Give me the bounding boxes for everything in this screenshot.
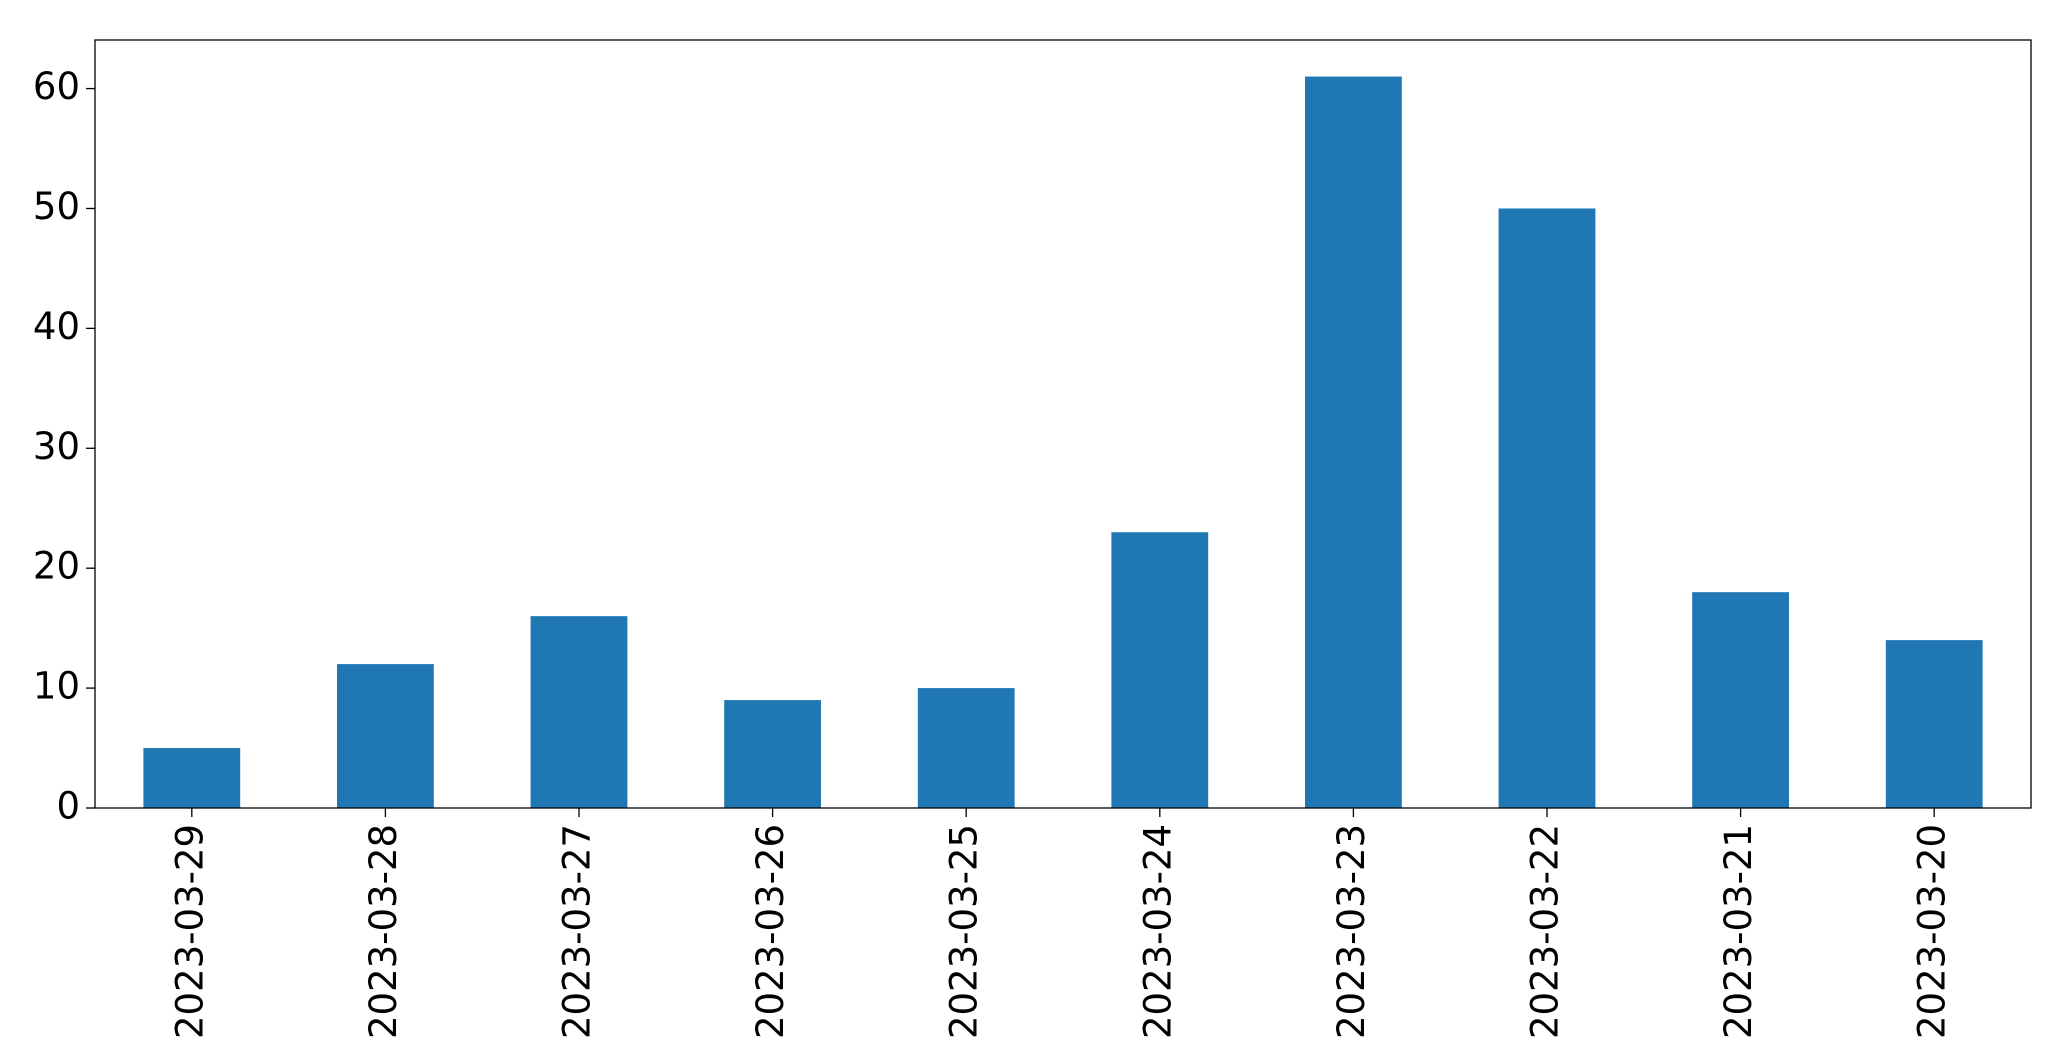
y-tick-label: 0: [56, 785, 80, 828]
plot-frame: [94, 39, 2032, 809]
x-tick-label: 2023-03-25: [943, 824, 986, 1039]
x-tick-label: 2023-03-22: [1524, 824, 1567, 1039]
x-tick-label: 2023-03-29: [168, 824, 211, 1039]
bar: [1111, 532, 1209, 808]
x-tick-label: 2023-03-27: [556, 824, 599, 1039]
y-tick-label: 10: [33, 665, 80, 708]
bar: [337, 664, 434, 808]
x-tick-label: 2023-03-26: [749, 824, 792, 1039]
x-tick-label: 2023-03-20: [1911, 824, 1954, 1039]
x-tick-label: 2023-03-28: [362, 824, 405, 1039]
y-tick-label: 50: [33, 185, 80, 228]
bar: [724, 700, 821, 808]
x-tick-label: 2023-03-23: [1330, 824, 1373, 1039]
bar: [917, 688, 1015, 808]
bar: [143, 748, 241, 808]
bar: [1305, 76, 1402, 809]
y-tick-label: 40: [33, 305, 80, 348]
bar: [530, 616, 628, 808]
x-tick-label: 2023-03-21: [1717, 824, 1760, 1039]
y-tick-label: 30: [33, 425, 80, 468]
bar: [1498, 208, 1596, 808]
y-tick-label: 60: [33, 65, 80, 108]
bar: [1692, 592, 1789, 808]
bar: [1885, 640, 1983, 808]
y-tick-label: 20: [33, 545, 80, 588]
x-tick-label: 2023-03-24: [1136, 824, 1179, 1039]
